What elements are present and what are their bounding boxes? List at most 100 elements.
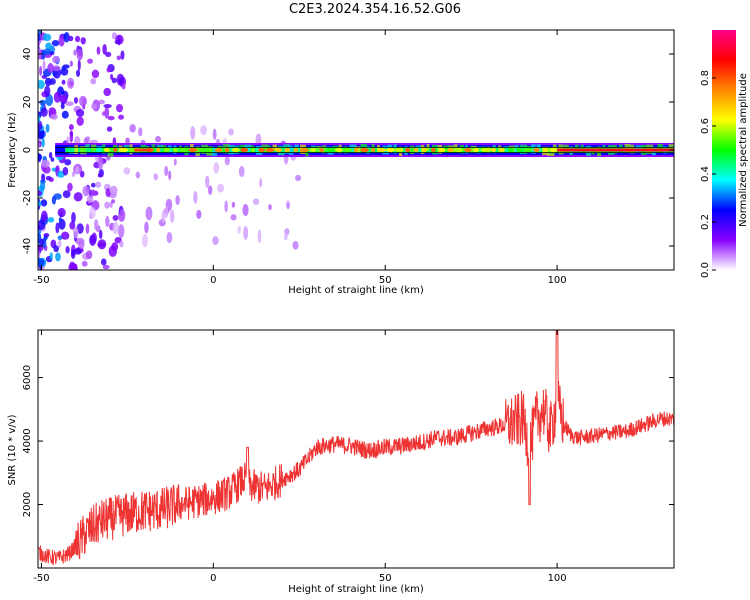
colorbar-tick-label: 0.0 [700, 262, 711, 278]
spectrogram-noise-cell [38, 79, 45, 90]
ridge-peak [103, 148, 111, 152]
ridge-peak [258, 148, 265, 152]
spectrogram-noise-cell [138, 127, 143, 137]
ridge-peak [371, 148, 376, 152]
spectrogram-noise-cell [144, 221, 149, 234]
spectrogram-noise-cell [129, 124, 136, 133]
spectrogram-noise-cell [102, 264, 110, 270]
spectrogram-noise-cell [118, 114, 125, 120]
spectrogram-noise-cell [120, 50, 125, 60]
spectrogram-noise-cell [125, 137, 130, 145]
ridge-cell [90, 144, 97, 152]
ridge-cell [211, 146, 218, 157]
ridge-peak [299, 148, 310, 152]
spectrogram-noise-cell [91, 69, 100, 79]
ridge-peak [172, 148, 179, 152]
ridge-cell [536, 144, 541, 152]
x-tick-label: -50 [33, 573, 49, 584]
spectrogram-noise-cell [292, 240, 299, 250]
spectrogram-noise-cell [97, 173, 102, 178]
ridge-peak [404, 148, 411, 152]
spectrogram-noise-cell [68, 81, 74, 87]
spectrogram-noise-cell [41, 173, 46, 182]
ridge-cell [244, 144, 252, 153]
y-tick-label: 40 [22, 48, 33, 61]
ridge-cell [261, 144, 268, 153]
ridge-peak [334, 148, 344, 152]
ridge-cell [547, 146, 555, 157]
spectrogram-noise-cell [51, 195, 57, 205]
spectrogram-noise-cell [73, 226, 79, 239]
ridge-peak [326, 148, 335, 152]
spectrogram-noise-cell [97, 156, 104, 170]
spectrogram-noise-cell [98, 229, 103, 240]
ridge-peak [516, 148, 523, 152]
spectrogram-noise-cell [76, 69, 81, 77]
spectrogram-noise-cell [230, 214, 237, 221]
spectrogram-noise-cell [286, 202, 290, 210]
spectrogram-noise-cell [42, 33, 52, 42]
spectrogram-ticks: -50 0 50 100 -40 -20 0 20 40 [22, 30, 674, 286]
spectrogram-noise-cell [224, 200, 228, 213]
spectrogram-noise-cell [75, 108, 85, 118]
colorbar-tick-label: 0.2 [700, 214, 711, 230]
spectrogram-heatmap [38, 30, 679, 270]
spectrogram-noise-cell [69, 221, 76, 230]
spectrogram-noise-cell [96, 46, 101, 55]
spectrogram-noise-cell [112, 221, 119, 235]
spectrogram-noise-cell [103, 87, 112, 97]
spectrogram-noise-cell [252, 198, 260, 205]
spectrogram-noise-cell [82, 185, 90, 197]
spectrogram-noise-cell [168, 170, 172, 181]
spectrogram-noise-cell [73, 192, 83, 202]
spectrogram-noise-cell [38, 153, 42, 163]
spectrogram-noise-cell [112, 215, 119, 221]
spectrogram-noise-cell [217, 183, 224, 193]
ridge-cell [68, 146, 76, 154]
spectrogram-noise-cell [212, 128, 217, 140]
spectrogram-noise-cell [109, 201, 113, 208]
ridge-peak [309, 148, 317, 152]
colorbar-label: Normalized spectral amplitude [738, 73, 749, 227]
spectrogram-noise-cell [228, 128, 234, 136]
ridge-peak [394, 148, 404, 152]
spectrogram-noise-cell [62, 166, 69, 176]
ridge-cell [321, 145, 327, 154]
spectrogram-panel: -50 0 50 100 -40 -20 0 20 40 Height of straight … [7, 29, 679, 296]
spectrogram-noise-cell [39, 65, 43, 76]
x-tick-label: 50 [379, 573, 392, 584]
spectrogram-noise-cell [61, 110, 69, 119]
ridge-cell [239, 144, 246, 152]
spectrogram-noise-cell [97, 239, 107, 250]
spectrogram-noise-cell [40, 199, 48, 207]
spectrogram-noise-cell [55, 222, 60, 234]
spectrogram-noise-cell [85, 250, 93, 260]
ridge-max [134, 148, 152, 152]
spectrogram-noise-cell [106, 126, 113, 132]
ridge-cell [497, 145, 502, 152]
colorbar: 0.0 0.2 0.4 0.6 0.8 Normalized spectral ampl… [700, 30, 749, 278]
spectrogram-noise-cell [38, 190, 43, 197]
ridge-peak [385, 148, 396, 152]
spectrogram-noise-cell [90, 182, 96, 188]
ridge-cell [349, 144, 357, 152]
snr-series-line [38, 330, 674, 566]
ridge-cell [74, 145, 79, 155]
spectrogram-noise-cell [49, 78, 56, 85]
ridge-cell [442, 145, 450, 153]
ridge-cell [674, 146, 679, 156]
colorbar-tick-label: 0.4 [700, 166, 711, 182]
spectrogram-noise-cell [40, 107, 48, 117]
spectrogram-noise-cell [67, 35, 74, 42]
ridge-peak [231, 148, 240, 152]
y-tick-label: -40 [22, 238, 33, 254]
colorbar-tick-label: 0.6 [700, 118, 711, 134]
spectrogram-noise-cell [161, 210, 166, 224]
spectrogram-noise-cell [283, 233, 288, 241]
spectrogram-noise-cell [50, 51, 55, 56]
spectrogram-noise-cell [65, 245, 70, 254]
ridge-cell [101, 144, 106, 154]
spectrogram-noise-cell [238, 165, 245, 178]
spectrogram-noise-cell [100, 258, 107, 266]
ridge-peak [250, 148, 256, 152]
